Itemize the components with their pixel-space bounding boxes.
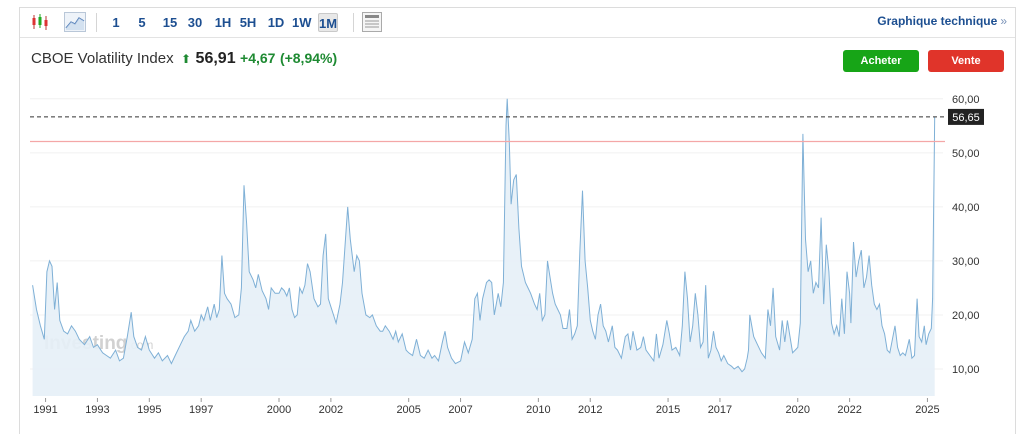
- x-tick-label: 1993: [85, 404, 109, 416]
- timeframe-5h[interactable]: 5H: [239, 15, 257, 30]
- double-chevron-right-icon: »: [1000, 14, 1007, 28]
- y-tick-label: 50,00: [952, 148, 980, 160]
- chart-widget: 1 5 15 30 1H 5H 1D 1W 1M Graphique technique» CB…: [19, 7, 1016, 434]
- instrument-name: CBOE Volatility Index: [31, 50, 174, 67]
- toolbar-separator: [96, 13, 97, 32]
- vix-series-line: [32, 98, 936, 373]
- price-change-percent: (+8,94%): [279, 50, 338, 66]
- x-tick-label: 2022: [837, 404, 861, 416]
- last-price: 56,91: [195, 50, 236, 67]
- candlestick-icon[interactable]: [30, 12, 50, 32]
- toolbar-separator: [353, 13, 354, 32]
- y-tick-label: 40,00: [952, 202, 980, 214]
- sell-button[interactable]: Vente: [928, 50, 1004, 72]
- timeframe-5[interactable]: 5: [138, 15, 146, 30]
- x-tick-label: 2010: [526, 404, 550, 416]
- technical-chart-label: Graphique technique: [877, 14, 998, 28]
- x-tick-label: 1991: [33, 404, 57, 416]
- buy-button[interactable]: Acheter: [843, 50, 919, 72]
- timeframe-1d[interactable]: 1D: [267, 15, 285, 30]
- quote-header: CBOE Volatility Index ⬆ 56,91 +4,67 (+8,…: [31, 50, 337, 68]
- timeframe-15[interactable]: 15: [162, 15, 178, 30]
- x-tick-label: 2000: [267, 404, 291, 416]
- x-tick-label: 2005: [396, 404, 420, 416]
- table-icon[interactable]: [362, 12, 382, 32]
- x-tick-label: 2020: [786, 404, 810, 416]
- technical-chart-link[interactable]: Graphique technique»: [877, 14, 1007, 28]
- timeframe-1w[interactable]: 1W: [292, 15, 312, 30]
- x-tick-label: 1997: [189, 404, 213, 416]
- y-tick-label: 60,00: [952, 94, 980, 106]
- y-tick-label: 10,00: [952, 364, 980, 376]
- x-tick-label: 2007: [448, 404, 472, 416]
- y-axis: 10,00 20,00 30,00 40,00 50,00 60,00: [952, 94, 980, 376]
- x-tick-label: 2015: [656, 404, 680, 416]
- timeframe-1m[interactable]: 1M: [318, 13, 338, 32]
- price-change: +4,67: [240, 50, 276, 66]
- up-arrow-icon: ⬆: [181, 52, 192, 66]
- current-price-label: 56,65: [952, 112, 980, 124]
- area-chart-icon[interactable]: [64, 12, 86, 32]
- timeframe-1[interactable]: 1: [112, 15, 120, 30]
- chart-marks: 56,65: [30, 108, 984, 143]
- x-tick-label: 2025: [915, 404, 939, 416]
- y-tick-label: 30,00: [952, 256, 980, 268]
- x-tick-label: 2017: [708, 404, 732, 416]
- price-chart[interactable]: Investing.com 56,65 10,0020,0030,0040,00…: [20, 8, 1015, 435]
- vix-area-fill: [32, 98, 935, 397]
- timeframe-1h[interactable]: 1H: [214, 15, 232, 30]
- x-tick-label: 2012: [578, 404, 602, 416]
- chart-toolbar: 1 5 15 30 1H 5H 1D 1W 1M Graphique technique»: [20, 8, 1015, 38]
- x-tick-label: 1995: [137, 404, 161, 416]
- x-axis: 1991 1993 1995 1997 2000 2002 2005 2007 2010 2012…: [33, 398, 940, 416]
- current-price-badge: [948, 108, 984, 125]
- y-tick-label: 20,00: [952, 310, 980, 322]
- timeframe-30[interactable]: 30: [187, 15, 203, 30]
- x-tick-label: 2002: [319, 404, 343, 416]
